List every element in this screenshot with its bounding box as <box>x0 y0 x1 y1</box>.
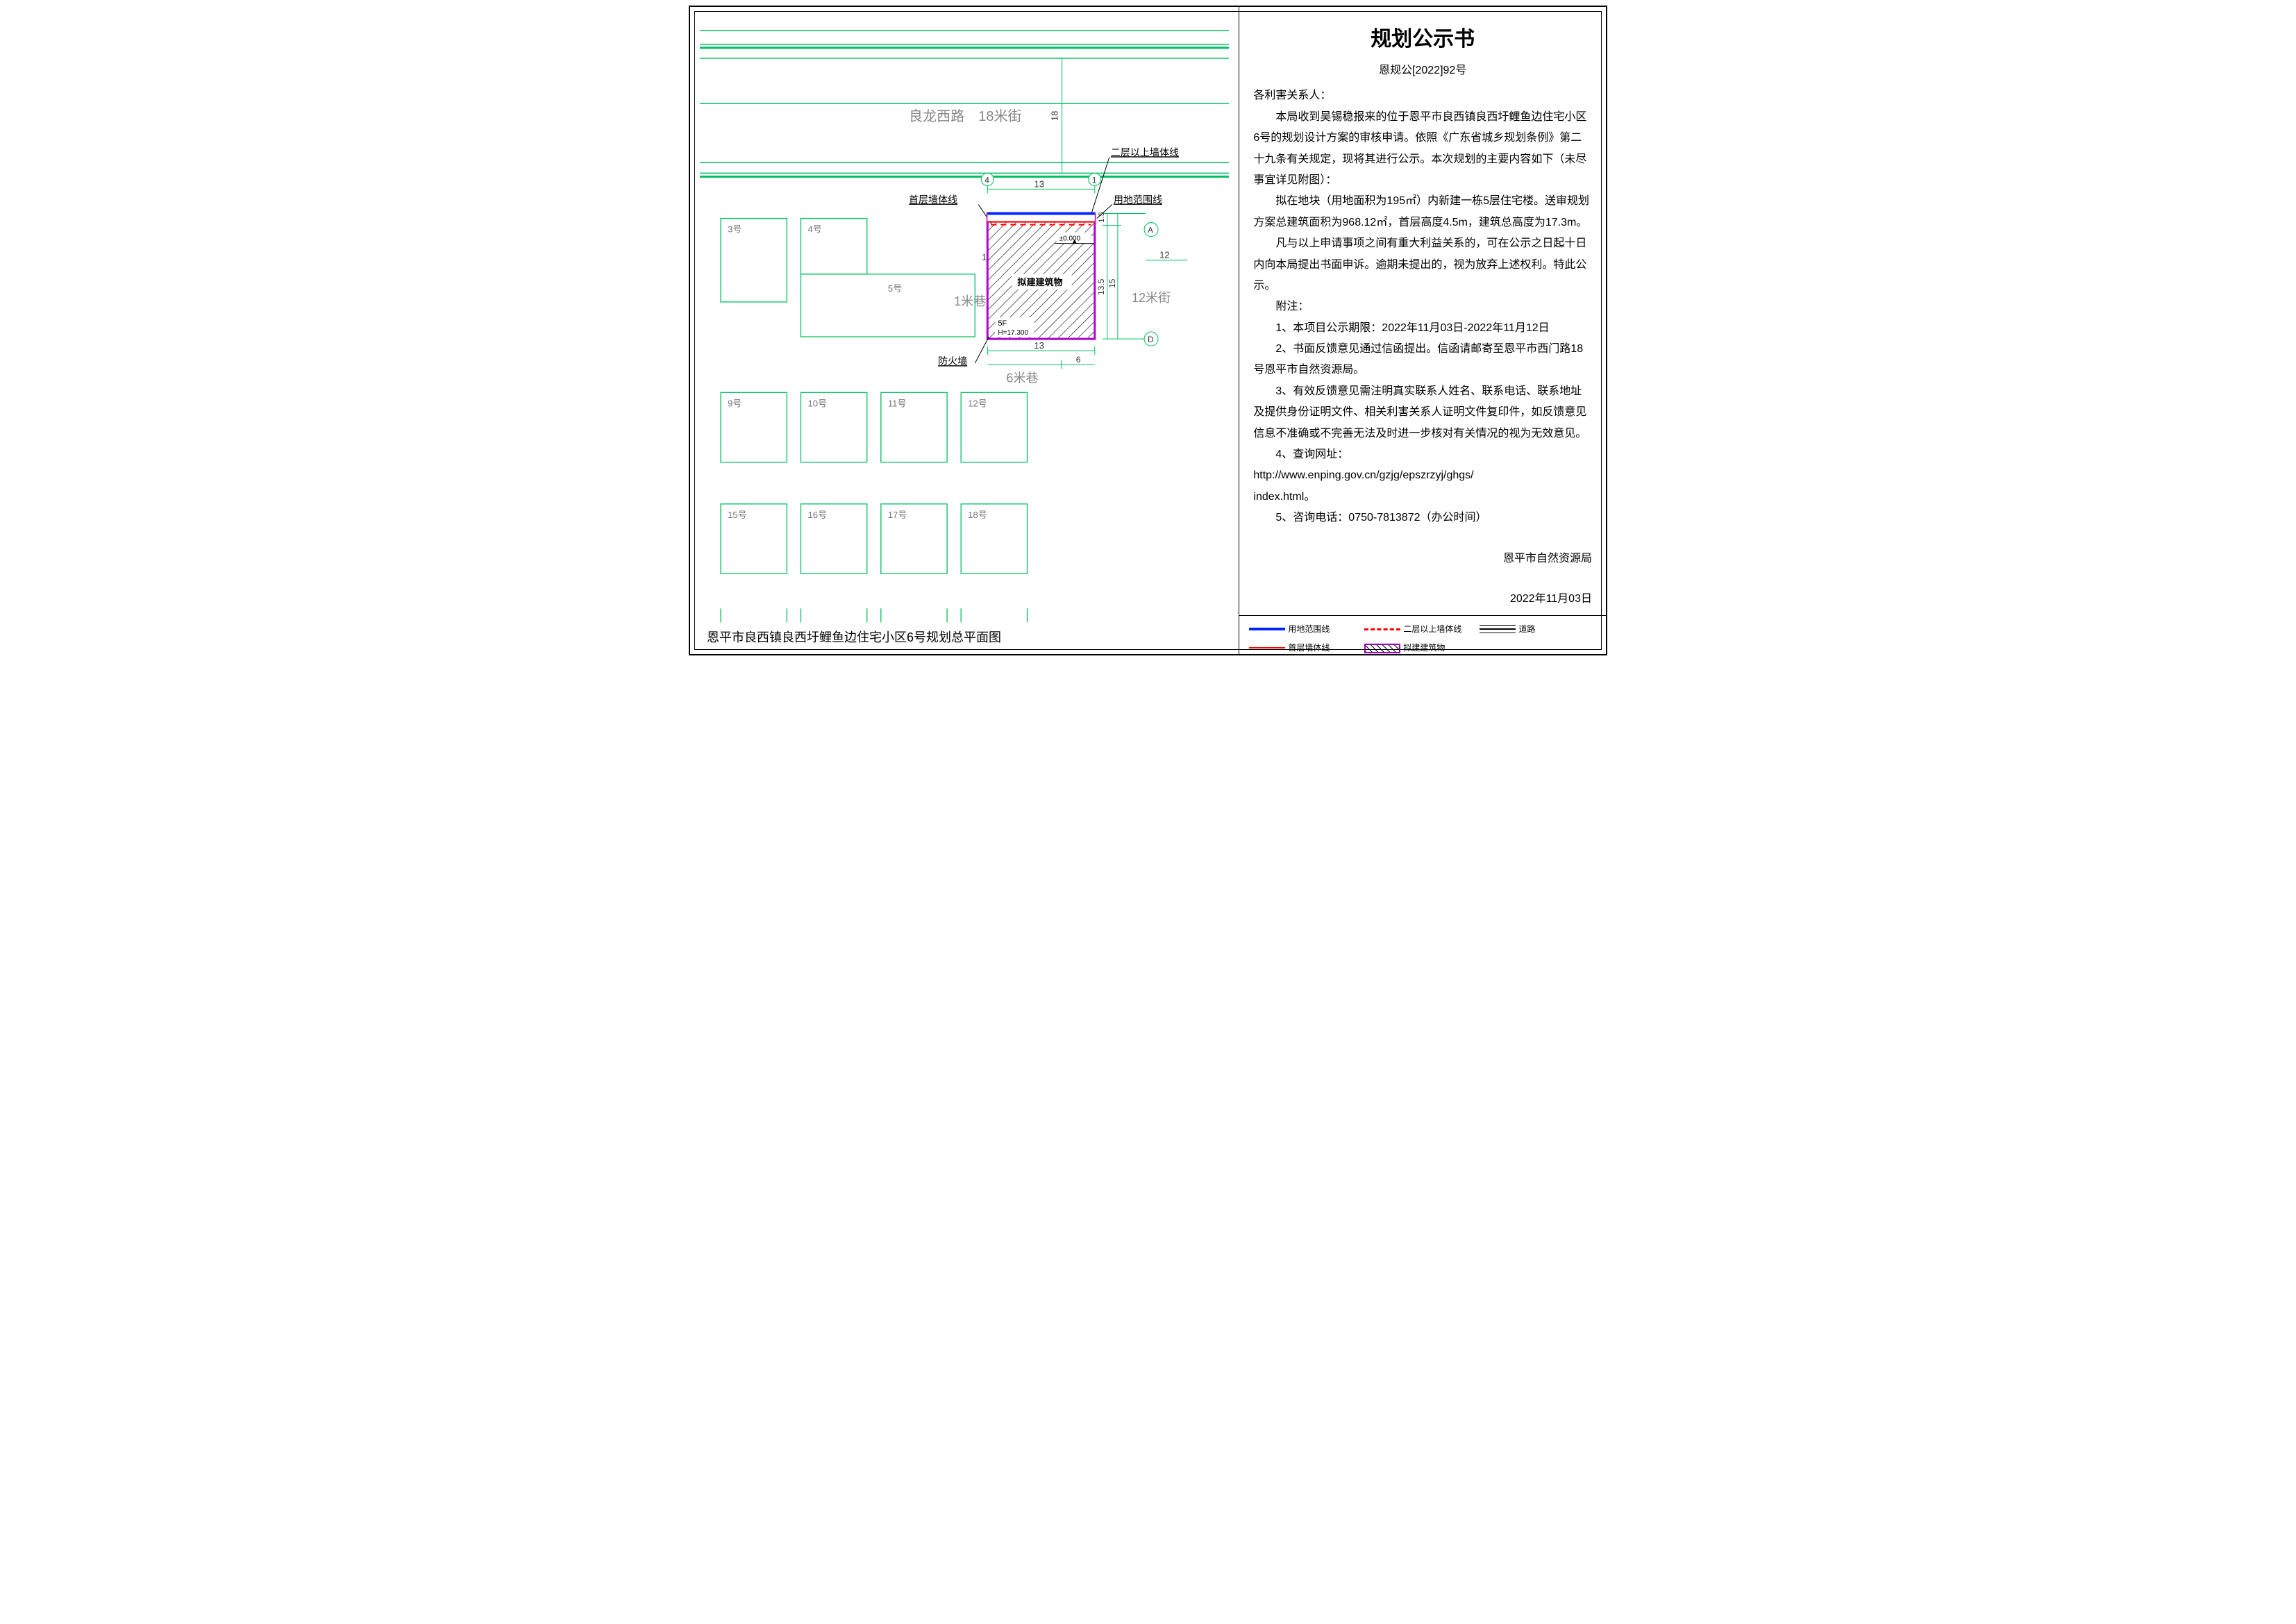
plan-panel: 良龙西路 18米街 18 13 4 1 <box>690 7 1239 654</box>
note-2: 2、书面反馈意见通过信函提出。信函请邮寄至恩平市西门路18号恩平市自然资源局。 <box>1253 339 1592 381</box>
right-panel: 规划公示书 恩规公[2022]92号 各利害关系人： 本局收到吴锡稳报来的位于恩… <box>1239 7 1606 654</box>
dim-15: 15 <box>1107 278 1117 288</box>
dim-6-bot: 6 <box>1076 355 1081 365</box>
marker-4: 4 <box>984 175 989 185</box>
svg-text:12号: 12号 <box>968 398 987 408</box>
note-4a: http://www.enping.gov.cn/gzjg/epszrzyj/g… <box>1253 465 1592 486</box>
note-4b: index.html。 <box>1253 487 1592 508</box>
note-3: 3、有效反馈意见需注明真实联系人姓名、联系电话、联系地址及提供身份证明文件、相关… <box>1253 381 1592 444</box>
notes-label: 附注： <box>1253 296 1592 317</box>
legend-building: 拟建建筑物 <box>1403 642 1480 653</box>
svg-text:16号: 16号 <box>807 510 827 520</box>
para-1: 本局收到吴锡稳报来的位于恩平市良西镇良西圩鲤鱼边住宅小区6号的规划设计方案的审核… <box>1253 107 1592 192</box>
callout-upperwall: 二层以上墙体线 <box>1111 147 1179 158</box>
note-1: 1、本项目公示期限：2022年11月03日-2022年11月12日 <box>1253 318 1592 339</box>
callout-boundary: 用地范围线 <box>1114 194 1162 205</box>
svg-text:17号: 17号 <box>888 510 907 520</box>
para-2: 拟在地块（用地面积为195㎡）内新建一栋5层住宅楼。送审规划方案总建筑面积为96… <box>1253 191 1592 233</box>
svg-text:9号: 9号 <box>728 398 741 408</box>
doc-number: 恩规公[2022]92号 <box>1253 60 1592 81</box>
building-height: H=17.300 <box>998 329 1028 337</box>
building-floors: 5F <box>998 319 1007 328</box>
marker-D: D <box>1148 335 1154 344</box>
para-3: 凡与以上申请事项之间有重大利益关系的，可在公示之日起十日内向本局提出书面申诉。逾… <box>1253 233 1592 296</box>
authority: 恩平市自然资源局 <box>1253 549 1592 569</box>
svg-text:10号: 10号 <box>807 398 827 408</box>
salutation: 各利害关系人： <box>1253 85 1592 106</box>
svg-text:18号: 18号 <box>968 510 987 520</box>
dim-1p5: 1.5 <box>1098 212 1106 222</box>
building-label: 拟建建筑物 <box>1017 277 1062 287</box>
dim-13p5: 13.5 <box>1096 278 1106 295</box>
legend-boundary: 用地范围线 <box>1288 623 1364 635</box>
road-label-main2: 18米街 <box>978 108 1021 124</box>
callout-firewall: 防火墙 <box>938 355 967 367</box>
alley-1: 1米巷 <box>954 294 986 308</box>
street-12: 12米街 <box>1132 291 1171 305</box>
notice-text: 规划公示书 恩规公[2022]92号 各利害关系人： 本局收到吴锡稳报来的位于恩… <box>1239 7 1606 615</box>
page: 良龙西路 18米街 18 13 4 1 <box>689 6 1607 655</box>
lot-labels: 3号 4号 5号 9号 10号 11号 12号 15号 16号 17号 18号 <box>728 224 987 520</box>
legend: 用地范围线 二层以上墙体线 道路 首层墙体线 拟建建筑物 <box>1239 615 1606 660</box>
callout-firstwall: 首层墙体线 <box>909 194 957 205</box>
note-4: 4、查询网址： <box>1253 444 1592 465</box>
dim-13-top: 13 <box>1034 178 1045 189</box>
dim-13-bot: 13 <box>1034 340 1045 351</box>
notice-title: 规划公示书 <box>1253 19 1592 59</box>
legend-firstwall: 首层墙体线 <box>1288 642 1364 653</box>
svg-text:11号: 11号 <box>888 398 907 408</box>
marker-A: A <box>1148 226 1153 235</box>
svg-text:15号: 15号 <box>728 510 747 520</box>
svg-text:5号: 5号 <box>888 283 902 294</box>
dim-1: 1 <box>982 253 987 262</box>
dim-18-text: 18 <box>1050 111 1060 122</box>
dim-12: 12 <box>1159 250 1170 260</box>
alley-6: 6米巷 <box>1006 371 1038 385</box>
plan-caption: 恩平市良西镇良西圩鲤鱼边住宅小区6号规划总平面图 <box>700 625 1229 650</box>
legend-road: 道路 <box>1518 623 1595 635</box>
plan-drawing: 良龙西路 18米街 18 13 4 1 <box>700 14 1229 625</box>
note-5: 5、咨询电话：0750-7813872（办公时间） <box>1253 508 1592 528</box>
road-label-main: 良龙西路 <box>909 108 964 124</box>
svg-text:4号: 4号 <box>807 224 821 235</box>
legend-upperwall: 二层以上墙体线 <box>1403 623 1480 635</box>
svg-text:3号: 3号 <box>728 224 741 235</box>
marker-1: 1 <box>1092 175 1097 185</box>
building-block: 拟建建筑物 5F H=17.300 ±0.000 <box>987 214 1094 340</box>
lots <box>721 219 1027 623</box>
building-datum: ±0.000 <box>1059 235 1081 243</box>
date: 2022年11月03日 <box>1253 589 1592 610</box>
